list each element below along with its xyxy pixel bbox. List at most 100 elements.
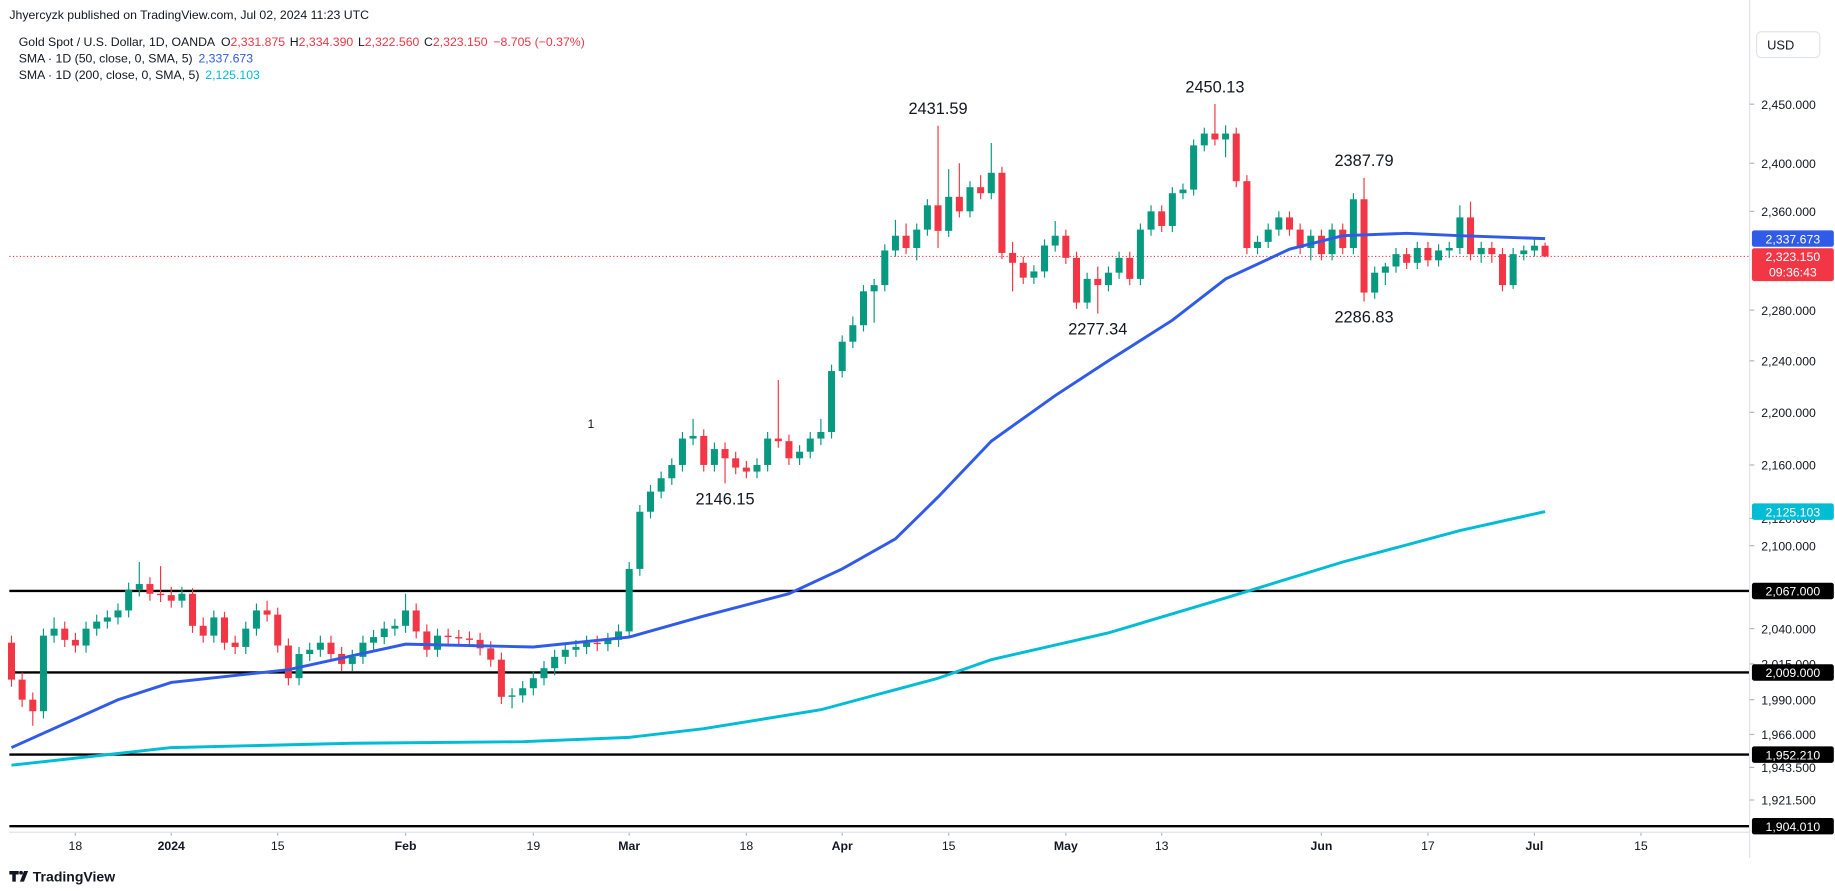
annotation: 2450.13 [1185,78,1244,96]
candle-body [391,625,399,629]
candle-body [561,649,569,657]
x-tick-label: Feb [395,839,417,853]
candle-body [1275,217,1283,230]
ohlc-value: 2,323.150 [433,35,488,49]
candle-body [423,631,431,650]
candle-body [551,656,559,669]
candle-body [199,625,207,636]
symbol-line: Gold Spot / U.S. Dollar, 1D, OANDA O2,331… [19,35,585,49]
y-tick-label: 1,966.000 [1761,728,1816,742]
candle-body [977,187,985,194]
candle-body [167,595,175,601]
candle-body [668,464,676,479]
candle-body [1136,229,1144,279]
candle-body [306,649,314,655]
candle-body [71,639,79,646]
candle-body [1115,257,1123,273]
plot-area: 18 2024 15 Feb 19 Mar 18 Apr 15 May 13 Jun 17 Jul 15 24… [7,78,1750,853]
candle-body [82,628,90,646]
candle-body [1030,271,1038,278]
candle-body [50,628,58,636]
candle-body [1179,189,1187,194]
x-tick-label: 18 [740,839,754,853]
candle-body [1424,247,1432,261]
candle-body [7,642,16,680]
candle-body [1072,257,1081,303]
candle-body [412,610,420,632]
candle-body [1530,245,1538,251]
currency-label[interactable]: USD [1767,37,1794,52]
candle-body [455,637,463,639]
candle-body [881,250,889,286]
candle-body [519,688,527,696]
candle-body [529,678,537,689]
hline-label-bg [1751,746,1834,763]
candle-body [1296,229,1304,248]
candle-body [61,628,69,640]
candle-body [657,478,665,492]
candle-body [1371,272,1379,293]
candle-body [1243,181,1251,248]
brand-logo [9,871,29,882]
candle-body [93,621,101,629]
candle-body [1222,133,1230,140]
candle-body [1285,217,1294,230]
candle-body [1254,241,1262,248]
candle-body [923,205,931,230]
y-tick-label: 2,450.000 [1761,98,1816,112]
annotation: 2431.59 [908,100,967,118]
candle-body [742,467,750,472]
currency-button[interactable]: USD [1756,31,1821,59]
candle-body [902,235,910,248]
candle-body [1413,247,1421,263]
candle-body [1232,133,1240,182]
candle-body [274,614,282,646]
sma-line [11,510,1546,767]
y-tick-label: 2,400.000 [1761,157,1816,171]
sma-price-label: 2,125.103 [1766,505,1821,519]
y-tick-label: 2,280.000 [1761,304,1816,318]
y-tick-label: 2,240.000 [1761,354,1816,368]
candle-body [998,172,1006,253]
candle-body [433,635,442,650]
ohlc-key: H [290,35,299,49]
candle-body [1381,266,1389,273]
currency-button-frame[interactable] [1756,31,1821,59]
candle-body [604,639,612,645]
candle-body [828,371,836,432]
y-tick-label: 2,360.000 [1761,205,1816,219]
candle-body [327,642,335,655]
hline-label: 2,009.000 [1766,666,1821,680]
candle-body [380,628,388,638]
candle-body [1328,229,1336,255]
candle-body [1104,272,1112,286]
annotation: 2387.79 [1334,152,1393,170]
candle-body [1041,245,1049,272]
annotation: 2146.15 [695,490,754,508]
candle-body [615,631,623,640]
candle-body [1445,247,1453,251]
candle-body [572,646,580,650]
candle-body [700,435,708,465]
candle-body [18,679,26,700]
candle-body [817,431,825,439]
candle-body [1264,229,1272,242]
candle-body [583,642,591,647]
sma-name: SMA · 1D (50, close, 0, SMA, 5) [19,51,193,65]
candle-body [1520,250,1528,255]
change: −8.705 (−0.37%) [493,35,584,49]
candle-body [849,325,857,342]
candle-body [1392,254,1400,267]
candle-body [540,668,548,679]
candle-body [796,451,804,459]
hline-label-bg [1751,664,1834,681]
y-tick-label: 2,040.000 [1761,622,1816,636]
candle-body [945,196,953,231]
candle-body [636,511,644,569]
y-tick-label: 2,100.000 [1761,539,1816,553]
ohlc-key: O [221,35,231,49]
sma-name: SMA · 1D (200, close, 0, SMA, 5) [19,68,200,82]
x-tick-label: 19 [527,839,541,853]
y-tick-label: 1,921.500 [1761,794,1816,808]
